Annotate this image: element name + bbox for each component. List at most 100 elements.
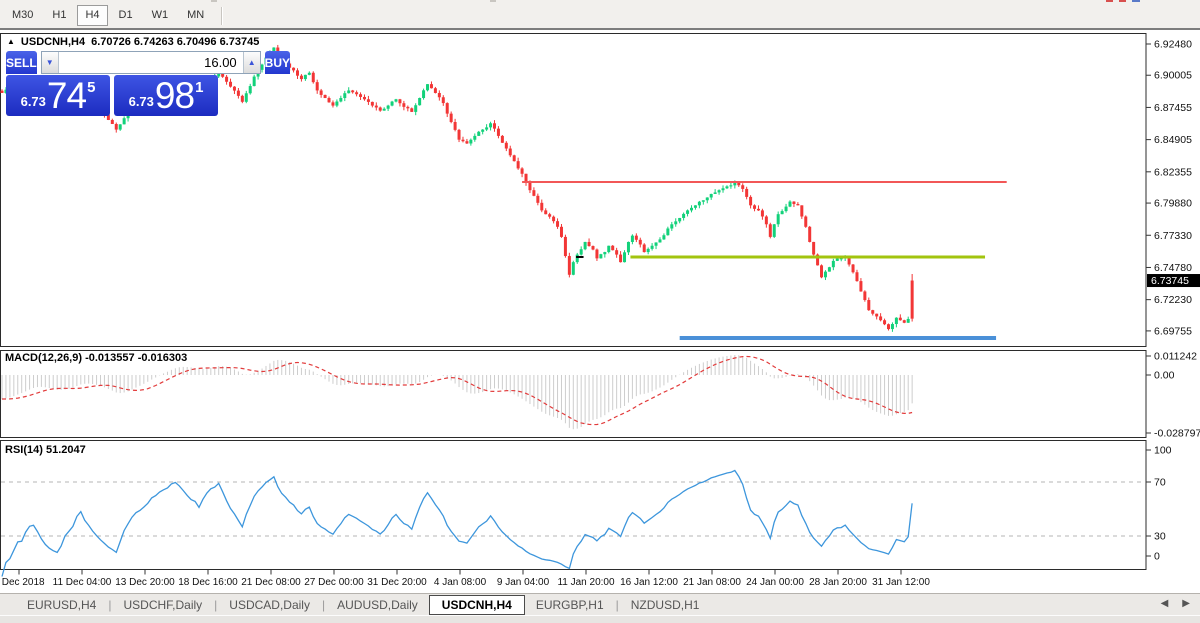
svg-text:6.79880: 6.79880 [1154, 198, 1192, 210]
chart-tab-usdchf[interactable]: USDCHF,Daily [123, 597, 203, 612]
svg-text:70: 70 [1154, 477, 1166, 489]
chart-tab-usdcad[interactable]: USDCAD,Daily [229, 597, 310, 612]
svg-text:18 Dec 16:00: 18 Dec 16:00 [178, 577, 238, 588]
timeframe-button-h4[interactable]: H4 [77, 4, 108, 27]
svg-text:5 Dec 2018: 5 Dec 2018 [0, 577, 45, 588]
sell-price-prefix: 6.73 [20, 94, 46, 109]
chart-tab-usdcnh[interactable]: USDCNH,H4 [428, 594, 525, 615]
svg-text:6.82355: 6.82355 [1154, 166, 1192, 178]
chart-symbol-label: USDCNH,H4 [20, 36, 86, 48]
svg-text:24 Jan 00:00: 24 Jan 00:00 [746, 577, 804, 588]
chart-title: ▲ USDCNH,H4 6.70726 6.74263 6.70496 6.73… [7, 36, 259, 48]
svg-text:11 Dec 04:00: 11 Dec 04:00 [53, 577, 112, 588]
buy-price-point: 1 [195, 79, 204, 96]
buy-button[interactable]: BUY [264, 51, 291, 74]
svg-text:6.72230: 6.72230 [1154, 294, 1192, 306]
timeframe-button-d1[interactable]: D1 [111, 5, 141, 26]
timeframe-button-m30[interactable]: M30 [4, 5, 41, 26]
toolbar-remnant-mark [1106, 0, 1113, 2]
svg-text:6.92480: 6.92480 [1154, 38, 1192, 50]
chart-tab-audusd[interactable]: AUDUSD,Daily [337, 597, 418, 612]
chevron-down-icon: ▼ [45, 58, 54, 67]
buy-price-button[interactable]: 6.73 98 1 [114, 75, 218, 116]
macd-panel-border [0, 350, 1147, 438]
svg-text:27 Dec 00:00: 27 Dec 00:00 [304, 577, 364, 588]
svg-text:31 Dec 20:00: 31 Dec 20:00 [367, 577, 427, 588]
svg-text:11 Jan 20:00: 11 Jan 20:00 [557, 577, 615, 588]
toolbar-divider [221, 6, 224, 25]
toolbar-remnant [0, 0, 1200, 3]
toolbar-remnant-mark [1132, 0, 1140, 2]
buy-price-pips: 98 [154, 75, 195, 116]
price-panel-border [0, 33, 1147, 347]
timeframe-button-h1[interactable]: H1 [44, 5, 74, 26]
timeframe-button-mn[interactable]: MN [179, 5, 212, 26]
svg-text:6.90005: 6.90005 [1154, 70, 1192, 82]
sell-price-pips: 74 [46, 75, 87, 116]
chevron-up-icon: ▲ [247, 58, 256, 67]
svg-text:31 Jan 12:00: 31 Jan 12:00 [872, 577, 930, 588]
tab-separator: | [108, 597, 112, 612]
svg-text:9 Jan 04:00: 9 Jan 04:00 [497, 577, 550, 588]
svg-text:6.87455: 6.87455 [1154, 102, 1192, 114]
rsi-axis: 100 70 30 0 [1146, 445, 1172, 563]
svg-text:16 Jan 12:00: 16 Jan 12:00 [620, 577, 678, 588]
current-price-box [1147, 274, 1200, 288]
rsi-panel-border [0, 440, 1147, 570]
chart-tab-eurgbp[interactable]: EURGBP,H1 [535, 597, 604, 612]
tabs-scroll-left-icon[interactable]: ◀ [1160, 598, 1169, 609]
tab-separator: | [321, 597, 326, 612]
toolbar-remnant-mark [490, 0, 496, 2]
rsi-indicator-label: RSI(14) 51.2047 [5, 444, 86, 456]
buy-price-prefix: 6.73 [128, 94, 154, 109]
svg-text:13 Dec 20:00: 13 Dec 20:00 [115, 577, 175, 588]
tab-separator: | [615, 597, 619, 612]
svg-text:0: 0 [1154, 551, 1160, 563]
tabs-scroll-controls: ◀ ▶ [1161, 598, 1190, 609]
rsi-name: RSI(14) [5, 444, 43, 456]
price-axis: 6.92480 6.90005 6.87455 6.84905 6.82355 6.798… [1146, 38, 1192, 337]
svg-text:28 Jan 20:00: 28 Jan 20:00 [809, 577, 867, 588]
toolbar-remnant-mark [1119, 0, 1126, 2]
volume-decrease-button[interactable]: ▼ [41, 52, 59, 73]
volume-increase-button[interactable]: ▲ [242, 52, 260, 73]
macd-signal-line [2, 355, 913, 426]
volume-input[interactable] [58, 52, 243, 73]
macd-values: -0.013557 -0.016303 [85, 352, 188, 364]
macd-layer [1, 355, 913, 430]
status-strip [0, 615, 1200, 623]
chart-tab-bar: EURUSD,H4 | USDCHF,Daily | USDCAD,Daily | AUDU… [0, 593, 1200, 615]
svg-text:-0.028797: -0.028797 [1154, 428, 1200, 440]
svg-text:6.77330: 6.77330 [1154, 230, 1192, 242]
volume-spinner: ▼ ▲ [40, 51, 261, 74]
sell-button[interactable]: SELL [6, 51, 37, 74]
svg-text:0.011242: 0.011242 [1154, 351, 1197, 363]
toolbar-remnant-mark [211, 0, 217, 2]
one-click-trade-panel: SELL ▼ ▲ BUY 6.73 74 5 6.73 98 1 [6, 51, 291, 116]
rsi-value: 51.2047 [45, 444, 86, 456]
timeframe-toolbar: M30 H1 H4 D1 W1 MN [0, 3, 1200, 30]
svg-text:100: 100 [1154, 445, 1172, 457]
timeframe-button-w1[interactable]: W1 [144, 5, 177, 26]
svg-text:21 Jan 08:00: 21 Jan 08:00 [683, 577, 741, 588]
svg-text:30: 30 [1154, 531, 1166, 543]
macd-indicator-label: MACD(12,26,9) -0.013557 -0.016303 [5, 352, 187, 364]
svg-text:0.00: 0.00 [1154, 370, 1175, 382]
chart-ohlc-values: 6.70726 6.74263 6.70496 6.73745 [91, 36, 260, 48]
rsi-line [1, 469, 913, 577]
chart-tab-eurusd[interactable]: EURUSD,H4 [27, 597, 97, 612]
svg-text:4 Jan 08:00: 4 Jan 08:00 [434, 577, 487, 588]
current-price-label: 6.73745 [1151, 275, 1189, 287]
macd-axis: 0.011242 0.00 -0.028797 [1146, 351, 1200, 440]
sell-price-point: 5 [87, 79, 96, 96]
collapse-chart-icon[interactable]: ▲ [7, 37, 15, 46]
tabs-scroll-right-icon[interactable]: ▶ [1182, 598, 1190, 609]
sell-price-button[interactable]: 6.73 74 5 [6, 75, 110, 116]
tab-separator: | [214, 597, 218, 612]
chart-tab-nzdusd[interactable]: NZDUSD,H1 [630, 597, 700, 612]
svg-text:21 Dec 08:00: 21 Dec 08:00 [241, 577, 301, 588]
svg-text:6.69755: 6.69755 [1154, 325, 1192, 337]
